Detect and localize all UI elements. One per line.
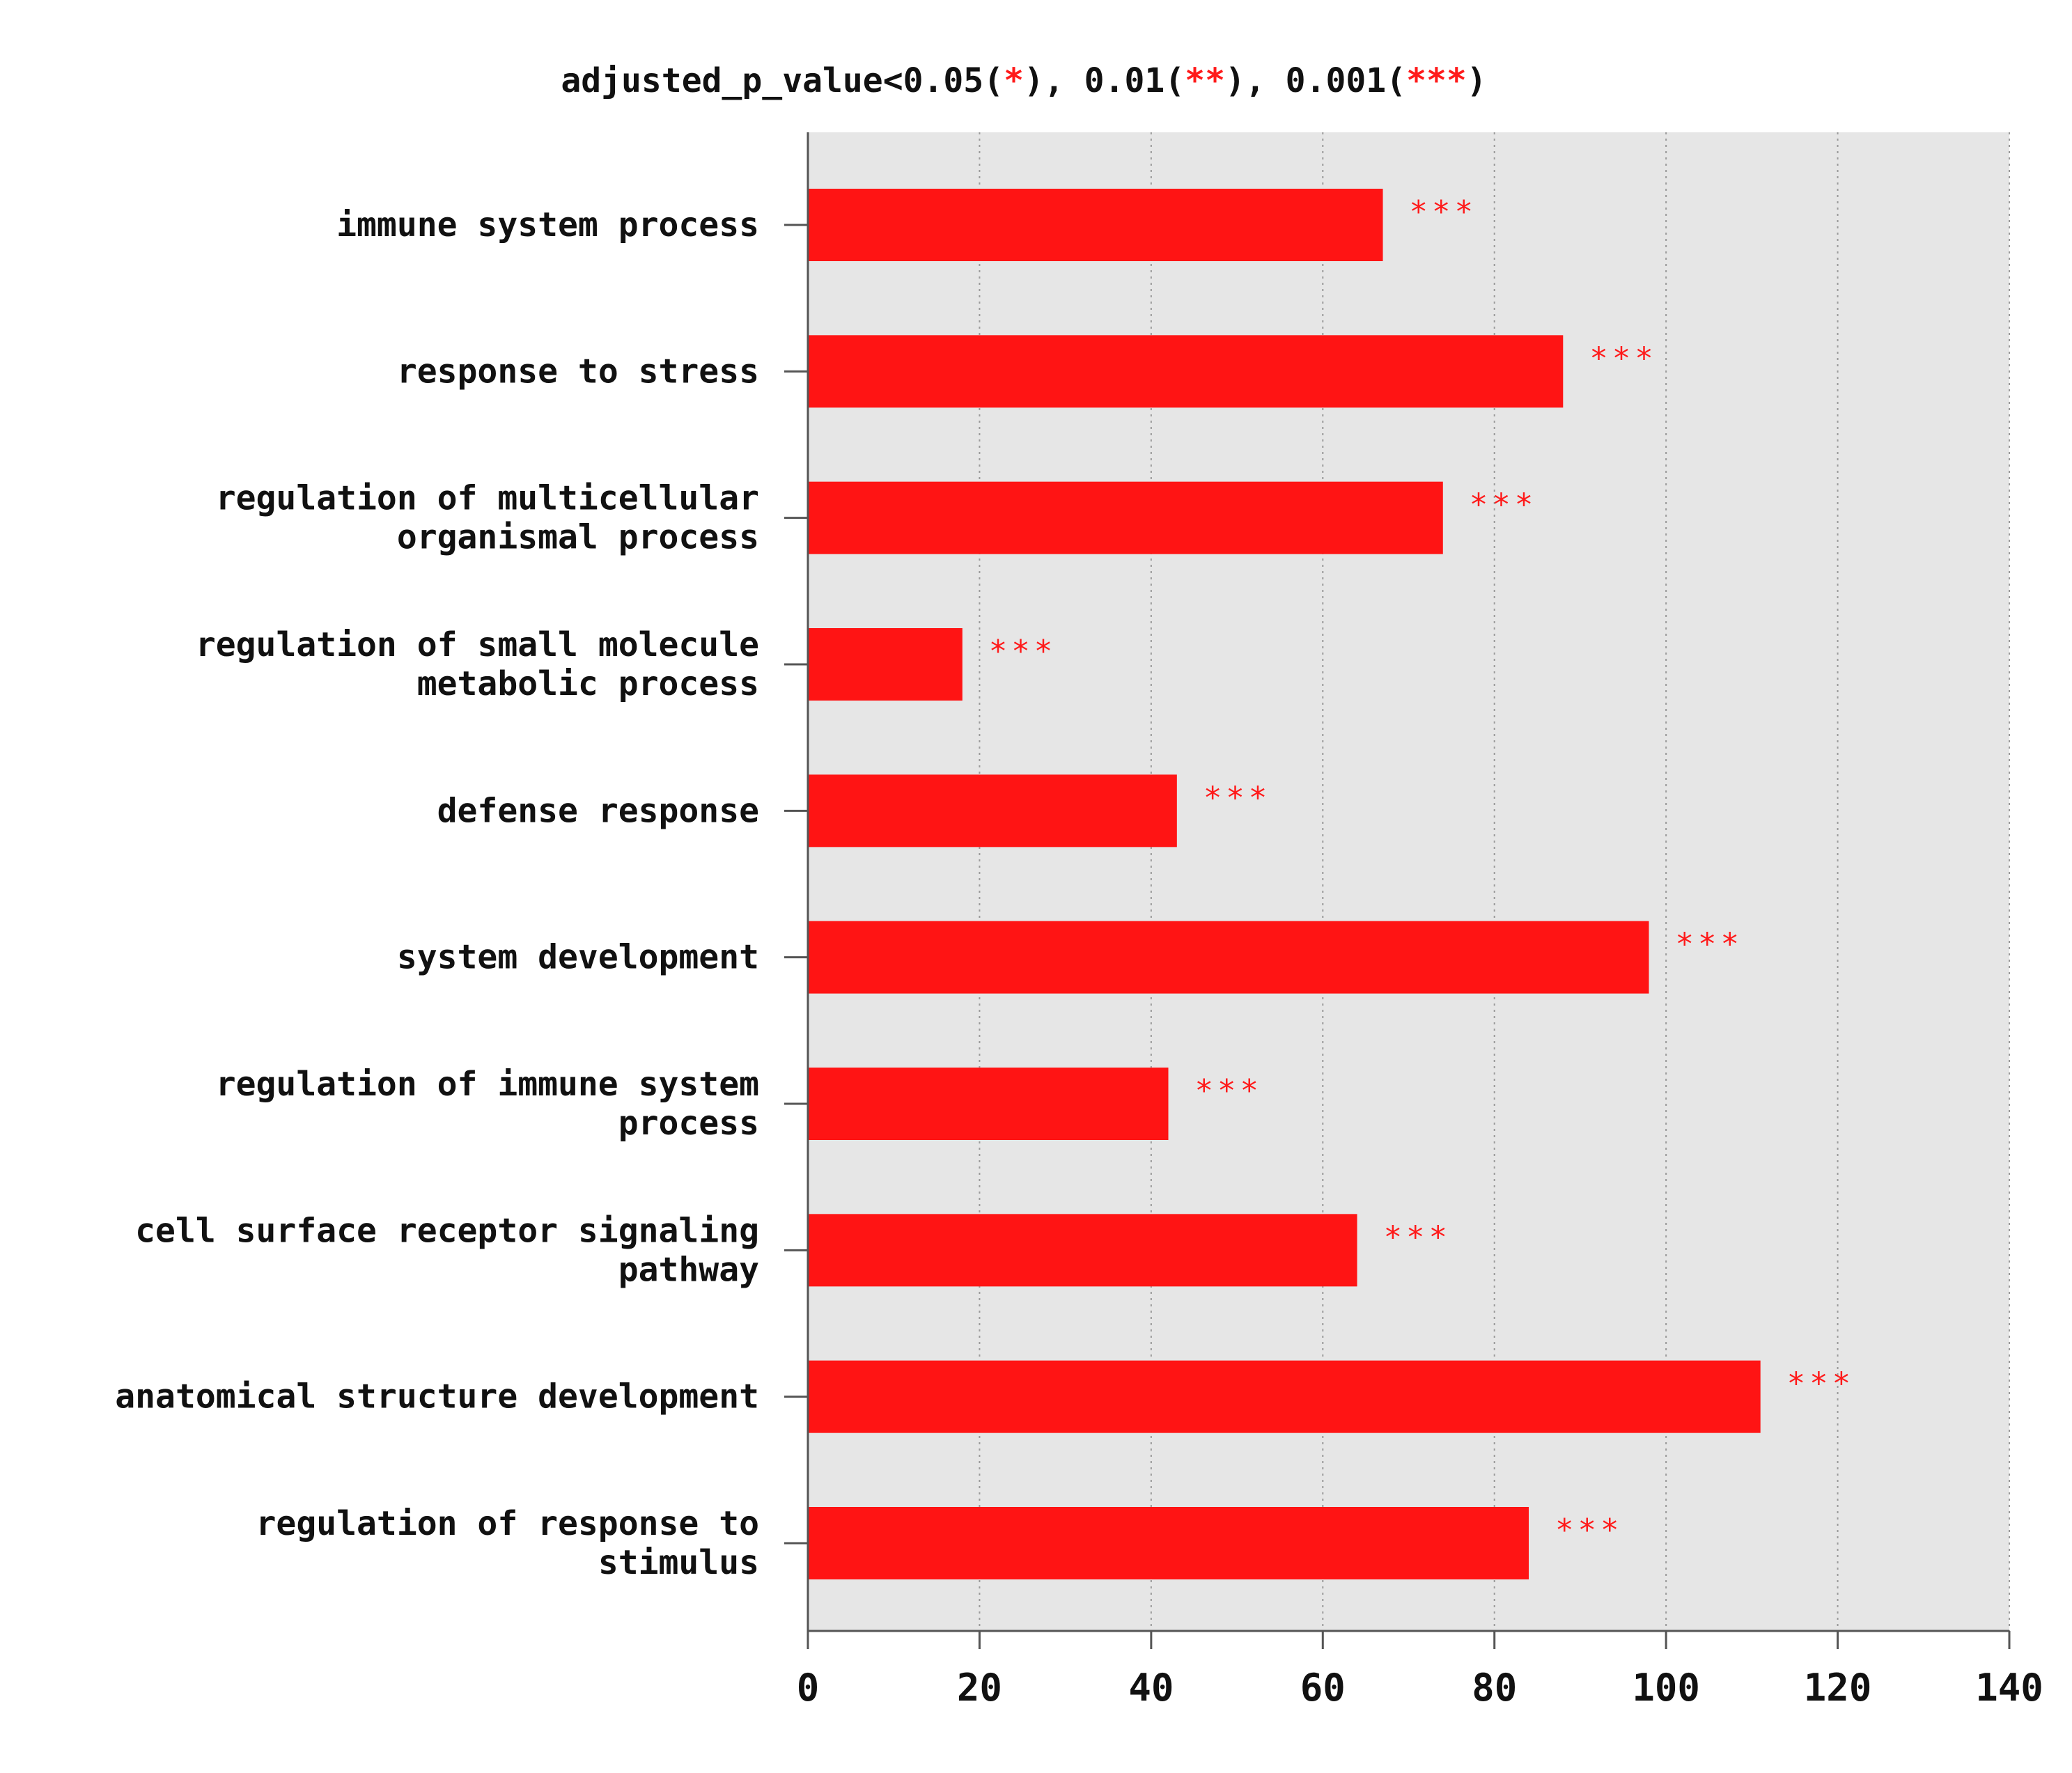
bar: [808, 335, 1564, 408]
significance-label: ***: [1676, 927, 1743, 962]
category-label: regulation of response to stimulus: [256, 1504, 759, 1582]
bar: [808, 628, 963, 701]
bar: [808, 1507, 1529, 1579]
category-label: response to stress: [397, 352, 759, 391]
x-tick-label: 120: [1804, 1666, 1872, 1710]
significance-label: ***: [1384, 1219, 1451, 1255]
category-label: system development: [397, 938, 759, 977]
x-tick-label: 40: [1128, 1666, 1174, 1710]
category-label: regulation of multicellular organismal pr…: [216, 479, 759, 557]
x-tick-label: 80: [1472, 1666, 1517, 1710]
category-labels: immune system process response to stress r…: [115, 205, 808, 1582]
category-label: immune system process: [336, 205, 759, 244]
axes: 0 20 40 60 80 100 120 140: [797, 132, 2043, 1710]
x-tick-label: 60: [1300, 1666, 1346, 1710]
category-label: cell surface receptor signaling pathway: [135, 1211, 759, 1289]
category-label: anatomical structure development: [115, 1377, 759, 1416]
significance-label: ***: [1204, 780, 1271, 815]
significance-label: ***: [1589, 341, 1657, 376]
bars: *** *** *** *** *** *** *** *** *** ***: [808, 189, 1855, 1579]
significance-label: ***: [1470, 487, 1537, 523]
category-label: regulation of immune system process: [216, 1065, 759, 1143]
bar: [808, 1068, 1169, 1140]
bar: [808, 189, 1383, 261]
significance-label: ***: [1410, 194, 1477, 230]
significance-label: ***: [1555, 1513, 1623, 1548]
bar: [808, 1360, 1761, 1433]
bar: [808, 481, 1443, 554]
x-tick-label: 20: [957, 1666, 1002, 1710]
significance-label: ***: [989, 634, 1057, 669]
x-tick-label: 140: [1975, 1666, 2043, 1710]
bar: [808, 1214, 1357, 1287]
significance-label: ***: [1195, 1073, 1263, 1109]
category-label: regulation of small molecule metabolic pr…: [196, 625, 759, 703]
chart-title: adjusted_p_value<0.05(*), 0.01(**), 0.00…: [561, 61, 1486, 100]
significance-label: ***: [1787, 1366, 1855, 1402]
bar: [808, 774, 1177, 848]
category-label: defense response: [437, 791, 759, 830]
x-tick-label: 100: [1632, 1666, 1700, 1710]
bar: [808, 921, 1649, 994]
x-tick-label: 0: [797, 1666, 820, 1710]
